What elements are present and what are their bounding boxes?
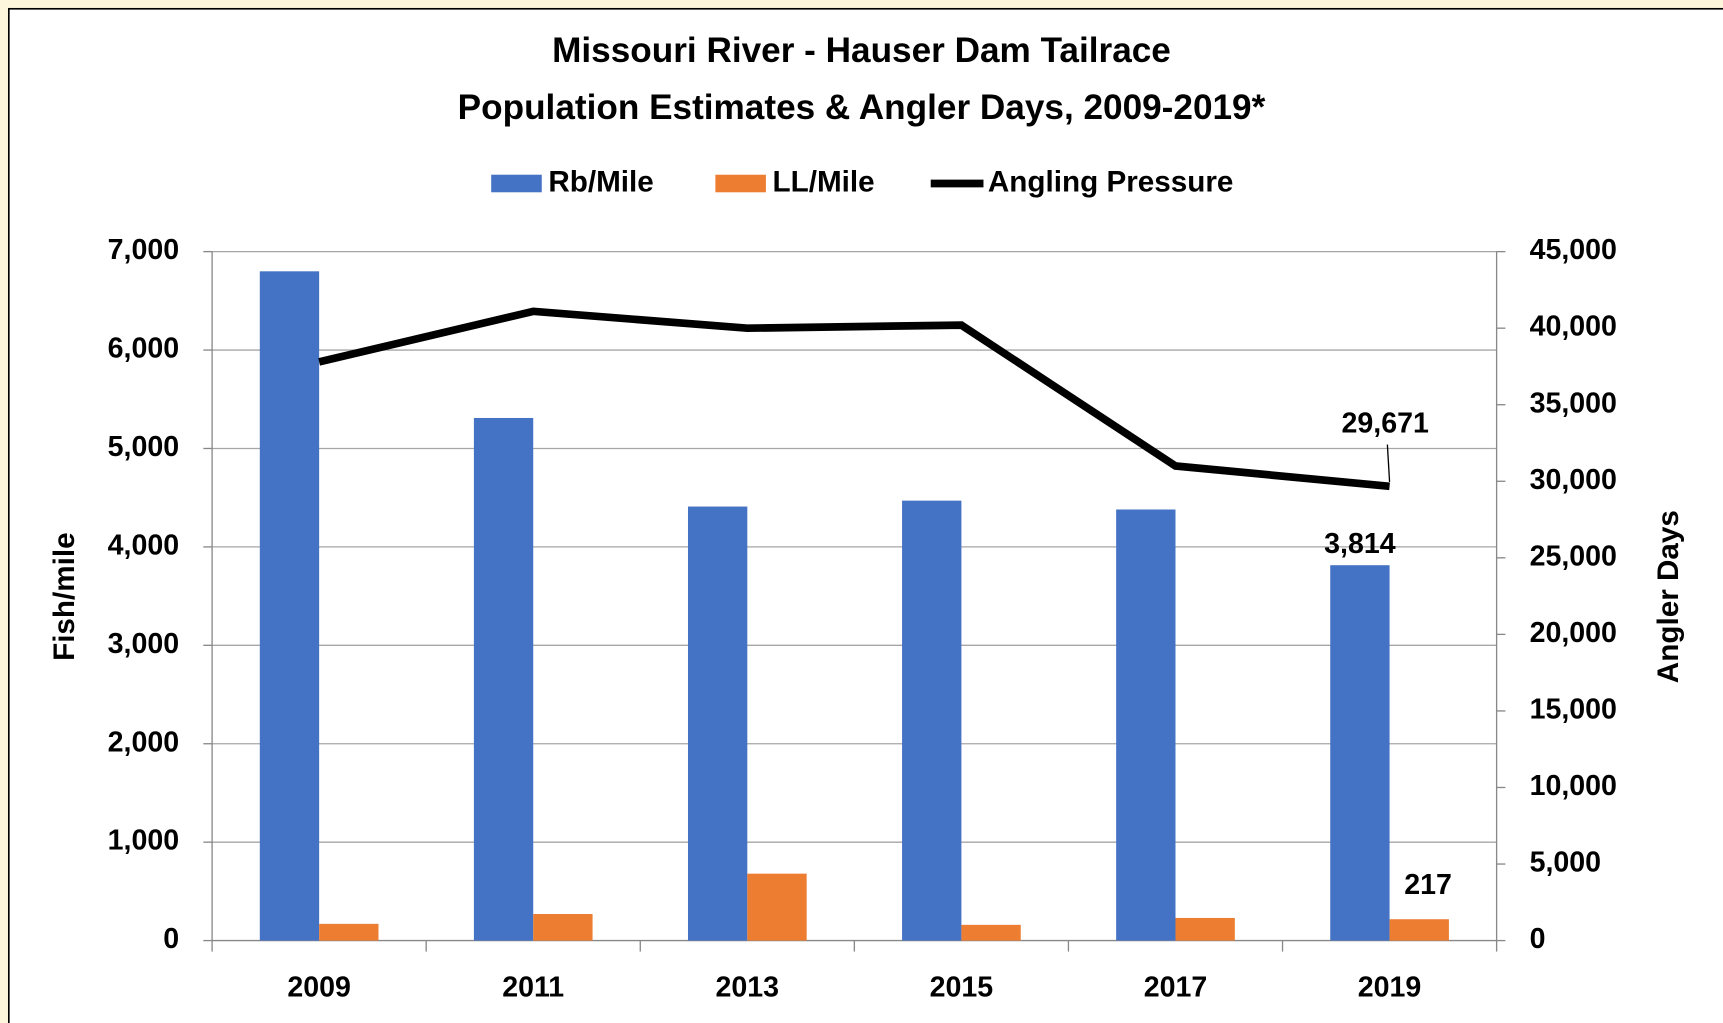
y-tick-label: 1,000 — [108, 825, 179, 857]
x-tick-label: 2019 — [1358, 971, 1422, 1003]
y2-tick-label: 15,000 — [1530, 693, 1617, 725]
data-label: 3,814 — [1324, 528, 1396, 560]
y-tick-label: 2,000 — [108, 726, 179, 758]
y-tick-label: 7,000 — [108, 234, 179, 266]
y-tick-label: 6,000 — [108, 333, 179, 365]
y2-tick-label: 30,000 — [1530, 464, 1617, 496]
x-tick-label: 2013 — [716, 971, 780, 1003]
y2-tick-label: 20,000 — [1530, 617, 1617, 649]
bar — [1389, 919, 1449, 941]
y2-tick-label: 45,000 — [1530, 234, 1617, 266]
data-label: 217 — [1404, 869, 1452, 901]
y-tick-label: 3,000 — [108, 628, 179, 660]
leader-line — [1386, 444, 1391, 482]
bar — [259, 271, 320, 941]
bar — [687, 506, 748, 941]
bar — [1330, 565, 1390, 941]
y2-tick-label: 10,000 — [1530, 770, 1617, 802]
y2-tick-label: 40,000 — [1530, 311, 1617, 343]
bar — [473, 417, 534, 941]
y2-axis-title: Angler Days — [1652, 510, 1685, 683]
bar — [747, 873, 807, 941]
y2-tick-label: 35,000 — [1530, 387, 1617, 419]
y2-tick-label: 0 — [1530, 923, 1546, 955]
bar — [902, 500, 962, 941]
chart-title: Missouri River - Hauser Dam Tailrace — [552, 31, 1171, 70]
chart-title: Population Estimates & Angler Days, 2009… — [458, 88, 1266, 127]
x-tick-label: 2017 — [1144, 971, 1208, 1003]
legend-label: Angling Pressure — [988, 165, 1234, 198]
bar — [1175, 917, 1235, 941]
bar — [533, 914, 593, 941]
y2-tick-label: 5,000 — [1530, 847, 1601, 879]
bar — [961, 924, 1021, 941]
line — [318, 307, 1390, 491]
x-tick-label: 2015 — [930, 971, 994, 1003]
y-tick-label: 5,000 — [108, 431, 179, 463]
y-axis-title: Fish/mile — [48, 532, 81, 661]
legend-swatch — [491, 174, 542, 193]
legend-label: LL/Mile — [772, 165, 874, 198]
y-tick-label: 0 — [163, 923, 179, 955]
y2-tick-label: 25,000 — [1530, 540, 1617, 572]
data-label: 29,671 — [1342, 407, 1429, 439]
bar — [1116, 509, 1176, 941]
legend-swatch — [715, 174, 766, 193]
bar — [319, 923, 379, 941]
x-tick-label: 2011 — [502, 971, 564, 1003]
legend-label: Rb/Mile — [548, 165, 653, 198]
x-tick-label: 2009 — [287, 971, 351, 1003]
y-tick-label: 4,000 — [108, 529, 179, 561]
